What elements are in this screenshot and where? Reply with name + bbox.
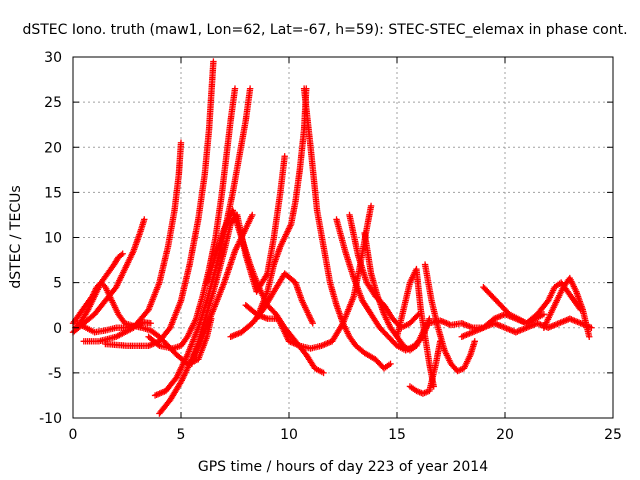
- data-point: [249, 211, 256, 219]
- data-point: [320, 369, 327, 377]
- x-tick-label: 20: [496, 427, 514, 443]
- data-series: [71, 250, 126, 331]
- data-series: [74, 319, 154, 336]
- x-tick-label: 10: [280, 427, 298, 443]
- data-series: [361, 229, 431, 354]
- y-tick-label: -5: [48, 366, 62, 382]
- data-series: [203, 207, 327, 377]
- x-tick-label: 5: [177, 427, 186, 443]
- data-series: [145, 85, 239, 352]
- data-series: [540, 274, 593, 340]
- data-point: [471, 338, 478, 345]
- data-point: [281, 153, 288, 160]
- y-tick-label: 20: [44, 140, 62, 156]
- y-axis-label: dSTEC / TECUs: [8, 185, 24, 288]
- y-tick-label: 15: [44, 185, 62, 201]
- data-series: [188, 153, 288, 368]
- data-series: [80, 139, 185, 345]
- axis-ticks: 0 5 10 15 20 25 -10 -5 0 5 10 15 20 25 30: [39, 50, 622, 443]
- x-tick-label: 15: [388, 427, 406, 443]
- data-point: [309, 320, 316, 327]
- data-series: [253, 85, 310, 322]
- x-tick-label: 25: [604, 427, 622, 443]
- data-series: [426, 315, 595, 336]
- data-point: [586, 333, 593, 340]
- y-tick-label: -10: [39, 411, 62, 427]
- data-series: [480, 283, 548, 327]
- data-series: [227, 270, 316, 340]
- y-tick-label: 10: [44, 231, 62, 247]
- data-series: [69, 216, 148, 336]
- data-series: [300, 85, 394, 372]
- y-tick-label: 25: [44, 95, 62, 111]
- data-series: [421, 261, 478, 375]
- data-point: [177, 139, 185, 146]
- y-tick-label: 30: [44, 50, 62, 66]
- x-tick-label: 0: [69, 427, 78, 443]
- data-series: [406, 338, 444, 397]
- data-points: [69, 58, 595, 417]
- data-point: [147, 320, 154, 327]
- data-point: [367, 202, 375, 210]
- chart-title: dSTEC Iono. truth (maw1, Lon=62, Lat=-67…: [22, 22, 627, 38]
- data-point: [246, 85, 254, 92]
- data-point: [387, 360, 394, 368]
- data-point: [119, 250, 126, 257]
- y-tick-label: 5: [53, 276, 62, 292]
- data-point: [154, 341, 162, 348]
- data-point: [141, 216, 148, 223]
- data-point: [118, 251, 125, 259]
- data-point: [540, 311, 548, 318]
- y-tick-label: 0: [53, 321, 62, 337]
- data-point: [231, 85, 239, 92]
- data-point: [210, 58, 217, 65]
- x-axis-label: GPS time / hours of day 223 of year 2014: [198, 459, 488, 475]
- data-series: [102, 58, 217, 349]
